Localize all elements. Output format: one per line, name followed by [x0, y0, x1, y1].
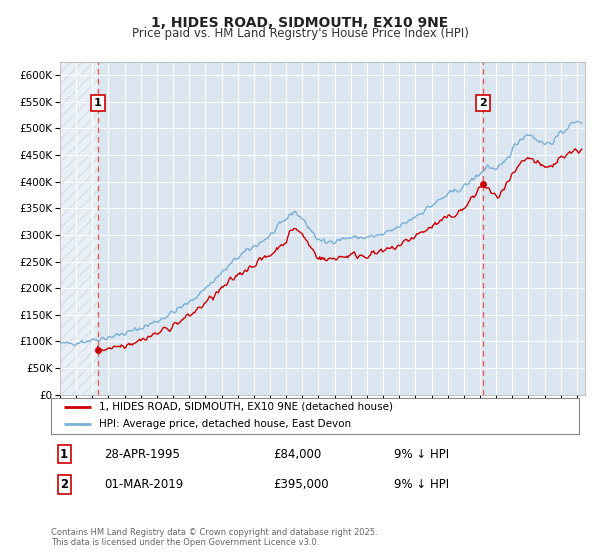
- Text: 1: 1: [60, 447, 68, 461]
- Text: 1, HIDES ROAD, SIDMOUTH, EX10 9NE: 1, HIDES ROAD, SIDMOUTH, EX10 9NE: [151, 16, 449, 30]
- Text: HPI: Average price, detached house, East Devon: HPI: Average price, detached house, East…: [98, 419, 350, 429]
- Text: 01-MAR-2019: 01-MAR-2019: [104, 478, 183, 491]
- Text: 1, HIDES ROAD, SIDMOUTH, EX10 9NE (detached house): 1, HIDES ROAD, SIDMOUTH, EX10 9NE (detac…: [98, 402, 392, 412]
- Text: Contains HM Land Registry data © Crown copyright and database right 2025.
This d: Contains HM Land Registry data © Crown c…: [51, 528, 377, 547]
- Text: 9% ↓ HPI: 9% ↓ HPI: [394, 447, 449, 461]
- Text: £84,000: £84,000: [273, 447, 321, 461]
- Text: 2: 2: [60, 478, 68, 491]
- Text: £395,000: £395,000: [273, 478, 328, 491]
- Text: 2: 2: [479, 98, 487, 108]
- Text: 1: 1: [94, 98, 101, 108]
- Text: 9% ↓ HPI: 9% ↓ HPI: [394, 478, 449, 491]
- Text: 28-APR-1995: 28-APR-1995: [104, 447, 179, 461]
- Text: Price paid vs. HM Land Registry's House Price Index (HPI): Price paid vs. HM Land Registry's House …: [131, 27, 469, 40]
- Bar: [60, 62, 98, 395]
